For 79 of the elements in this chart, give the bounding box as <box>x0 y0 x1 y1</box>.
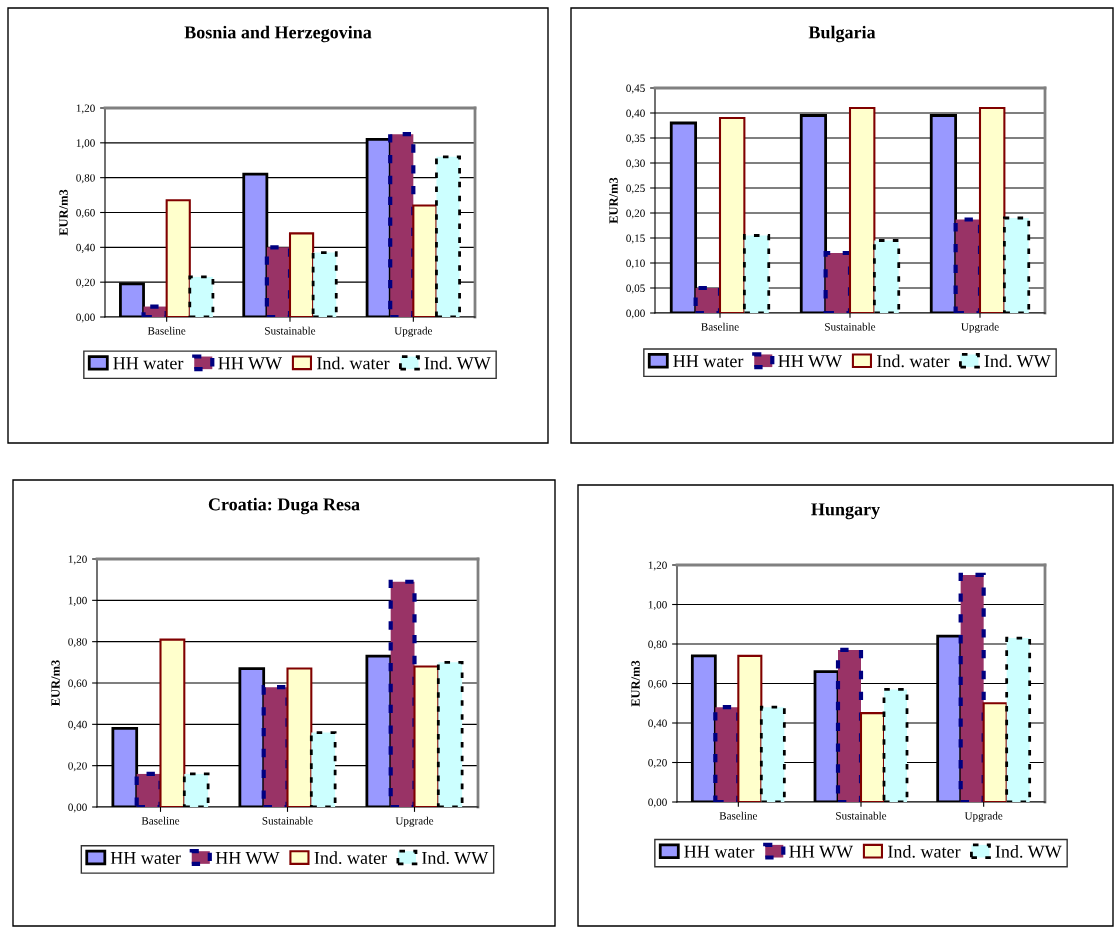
chart-title: Bulgaria <box>808 25 876 43</box>
y-tick-label: 0,05 <box>626 284 645 294</box>
bar <box>978 106 1006 313</box>
legend-label: Ind. WW <box>424 356 491 370</box>
x-tick-label: Sustainable <box>825 322 876 331</box>
x-tick-label: Baseline <box>701 322 739 331</box>
bar <box>718 116 746 313</box>
bar <box>859 712 886 802</box>
y-tick-label: 0,20 <box>68 762 87 772</box>
bar <box>737 654 763 802</box>
y-tick-label: 0,10 <box>626 259 645 269</box>
y-tick-label: 1,00 <box>76 139 95 149</box>
bar <box>848 106 876 313</box>
legend-label: HH water <box>673 355 744 368</box>
y-tick-label: 0,60 <box>76 208 95 219</box>
y-tick-label: 1,20 <box>648 561 667 571</box>
y-tick-label: 0,40 <box>68 720 87 730</box>
bar <box>412 204 438 317</box>
legend-label: Ind. WW <box>995 844 1062 858</box>
y-tick-label: 1,20 <box>68 555 87 565</box>
x-tick-label: Upgrade <box>961 322 999 333</box>
y-tick-label: 0,15 <box>626 234 645 244</box>
legend-label: HH WW <box>218 357 283 370</box>
x-tick-label: Baseline <box>147 326 186 335</box>
legend-label: Ind. water <box>314 851 387 865</box>
legend-label: HH water <box>684 845 755 858</box>
y-axis-title: EUR/m3 <box>59 189 68 236</box>
y-tick-label: 0,80 <box>648 640 667 650</box>
y-tick-label: 1,20 <box>76 104 95 114</box>
y-tick-label: 0,00 <box>626 309 645 319</box>
legend-label: HH WW <box>789 845 854 858</box>
y-tick-label: 0,30 <box>626 159 645 169</box>
y-tick-label: 0,40 <box>76 243 95 253</box>
y-tick-label: 0,00 <box>76 313 95 323</box>
bar <box>413 665 440 807</box>
x-tick-label: Baseline <box>719 811 758 820</box>
x-tick-label: Sustainable <box>262 816 313 825</box>
y-axis-title: EUR/m3 <box>631 660 640 707</box>
x-tick-label: Sustainable <box>265 326 316 335</box>
y-tick-label: 0,20 <box>648 758 667 769</box>
x-tick-label: Upgrade <box>964 811 1003 822</box>
y-tick-label: 1,00 <box>648 600 667 611</box>
y-tick-label: 0,80 <box>68 638 87 648</box>
chart-title: Hungary <box>811 503 880 520</box>
bar <box>165 199 191 317</box>
y-tick-label: 0,00 <box>648 798 667 808</box>
y-tick-label: 0,20 <box>626 209 645 219</box>
x-tick-label: Sustainable <box>836 811 887 820</box>
bar <box>286 667 313 807</box>
chart-title: Bosnia and Herzegovina <box>184 25 372 43</box>
legend-label: Ind. water <box>877 354 950 368</box>
y-tick-label: 0,25 <box>626 184 645 194</box>
bar <box>982 702 1008 802</box>
chart-title: Croatia: Duga Resa <box>208 497 360 515</box>
legend-label: Ind. WW <box>422 851 489 865</box>
y-tick-label: 0,60 <box>68 679 87 689</box>
y-axis-title: EUR/m3 <box>51 660 60 707</box>
x-tick-label: Upgrade <box>395 816 434 827</box>
legend-label: HH water <box>110 852 181 865</box>
x-tick-label: Baseline <box>141 816 180 825</box>
legend-label: HH water <box>113 357 184 370</box>
y-tick-label: 0,00 <box>68 803 87 813</box>
y-tick-label: 0,40 <box>626 109 645 119</box>
y-tick-label: 0,40 <box>648 719 667 729</box>
legend-label: Ind. WW <box>984 354 1051 368</box>
legend-label: Ind. water <box>888 844 961 858</box>
y-tick-label: 0,20 <box>76 278 95 288</box>
legend-label: HH WW <box>778 355 843 368</box>
bar <box>159 638 186 807</box>
y-axis-title: EUR/m3 <box>609 177 618 224</box>
legend-label: Ind. water <box>317 356 390 370</box>
y-tick-label: 0,80 <box>76 174 95 184</box>
legend-label: HH WW <box>215 852 280 865</box>
x-tick-label: Upgrade <box>394 326 433 337</box>
y-tick-label: 0,35 <box>626 134 645 144</box>
y-tick-label: 0,45 <box>626 84 645 94</box>
y-tick-label: 0,60 <box>648 679 667 690</box>
bar <box>288 232 315 317</box>
y-tick-label: 1,00 <box>68 596 87 606</box>
